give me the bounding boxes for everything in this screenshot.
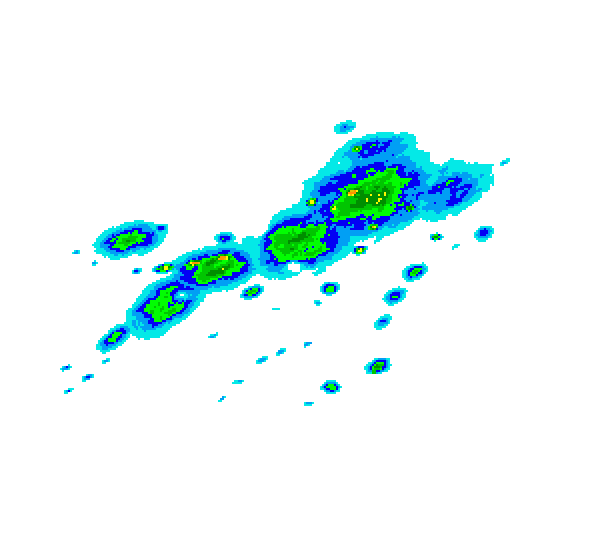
radar-precipitation-canvas <box>0 0 600 550</box>
radar-weather-map <box>0 0 600 550</box>
